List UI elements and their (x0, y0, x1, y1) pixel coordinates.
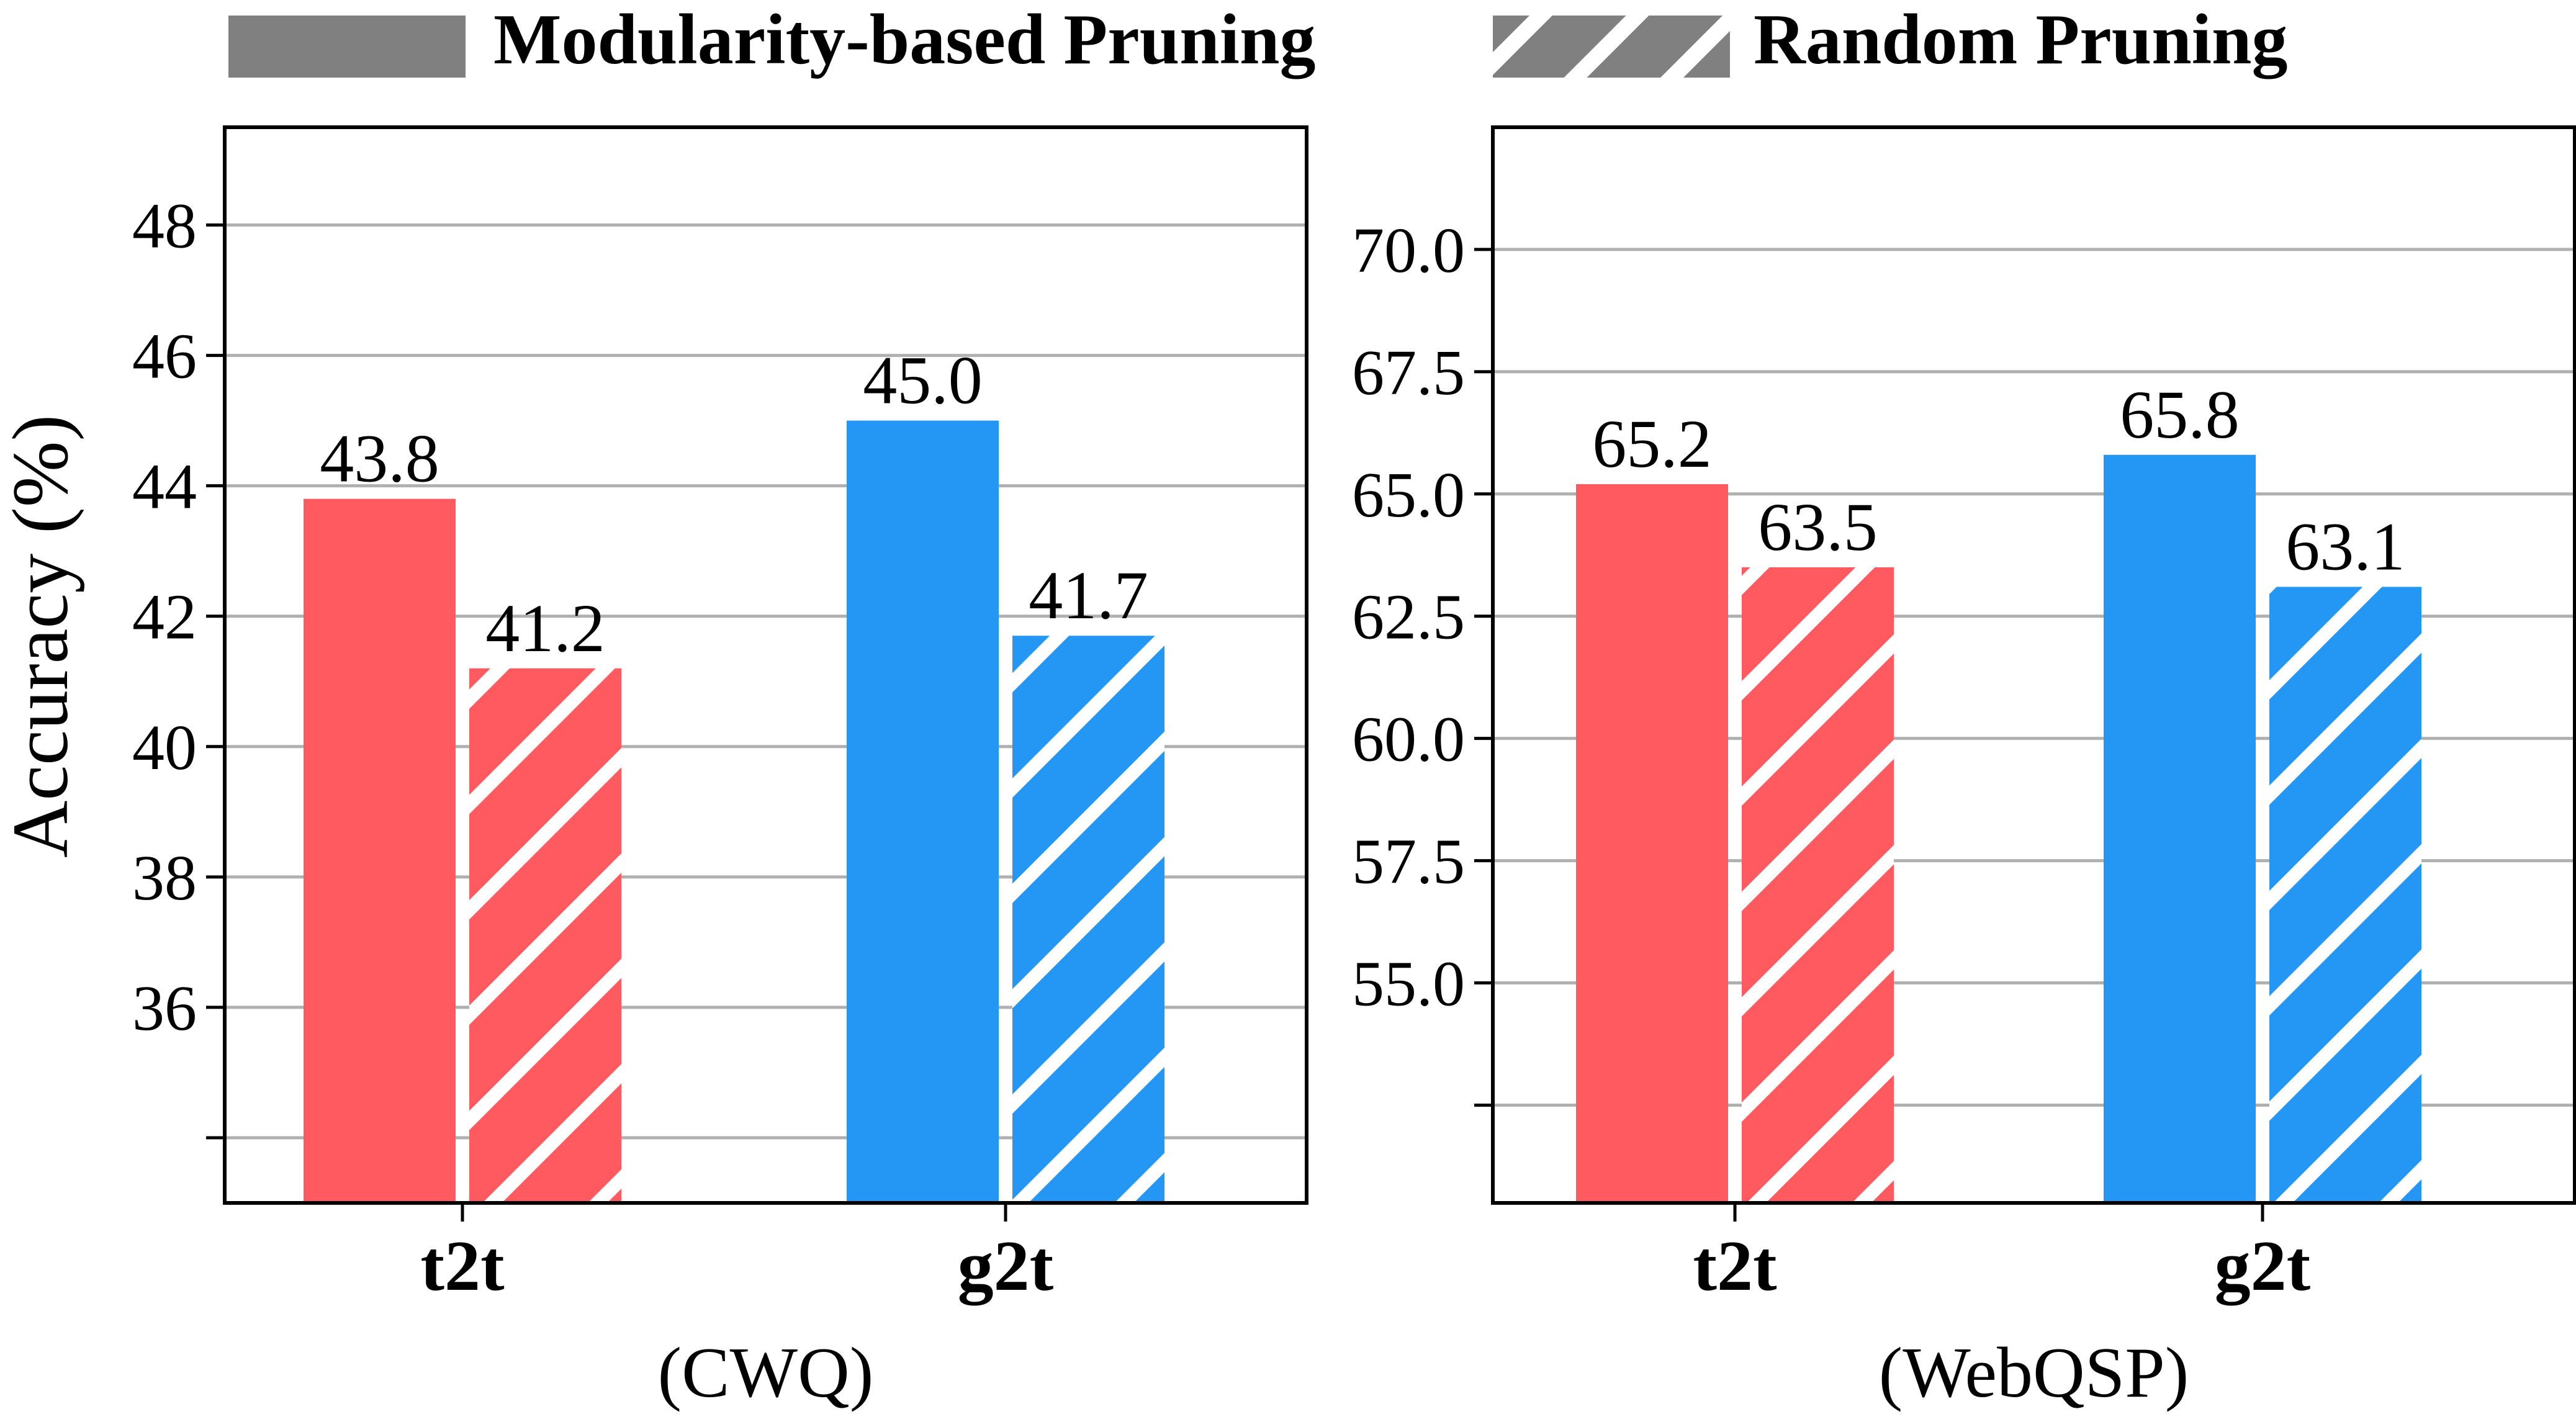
y-tick-label: 48 (132, 191, 197, 262)
y-tick-label: 57.5 (1352, 826, 1465, 898)
data-label: 45.0 (863, 343, 983, 418)
y-tick-label: 55.0 (1352, 948, 1465, 1020)
x-axis-label: (WebQSP) (1879, 1333, 2189, 1413)
y-tick-label: 42 (132, 582, 197, 653)
bar-g2t-random (1012, 636, 1164, 1203)
data-label: 41.7 (1029, 557, 1148, 633)
bar-t2t-modularity (1576, 484, 1728, 1203)
x-tick-label-g2t: g2t (958, 1227, 1054, 1306)
legend-label-hatched: Random Pruning (1754, 0, 2288, 79)
bar-t2t-random (1742, 567, 1894, 1203)
x-tick-label-t2t: t2t (420, 1227, 505, 1306)
y-tick-label: 62.5 (1352, 582, 1465, 653)
plot-frame (1491, 125, 2576, 1205)
y-tick-label: 67.5 (1352, 337, 1465, 408)
legend: Modularity-based Pruning Random Pruning (228, 0, 2288, 79)
chart-cwq: 36 38 40 42 44 46 48 43.8 41.2 t2t 45.0 41.7 g2t (CWQ… (132, 125, 1308, 1413)
bar-t2t-modularity (304, 498, 456, 1203)
y-tick-label: 44 (132, 451, 197, 523)
y-tick-label: 36 (132, 973, 197, 1044)
y-axis-label: Accuracy (%) (0, 415, 84, 858)
bar-g2t-modularity (2104, 454, 2256, 1203)
data-label: 65.2 (1592, 406, 1712, 482)
data-label: 65.8 (2120, 377, 2240, 452)
bar-g2t-modularity (847, 420, 999, 1203)
data-label: 63.5 (1758, 489, 1878, 565)
chart-webqsp: 55.0 57.5 60.0 62.5 65.0 67.5 70.0 65.2 63.5 t2t 6… (1352, 125, 2576, 1413)
x-tick-label-t2t: t2t (1693, 1227, 1777, 1306)
bar-g2t-random (2269, 587, 2421, 1203)
plot-frame (223, 125, 1308, 1205)
data-label: 41.2 (485, 590, 605, 666)
legend-swatch-hatched (1493, 16, 1730, 78)
data-label: 43.8 (320, 421, 439, 497)
x-axis-label: (CWQ) (658, 1333, 874, 1413)
bar-t2t-random (469, 668, 621, 1203)
legend-swatch-solid (228, 16, 466, 78)
y-tick-label: 46 (132, 321, 197, 392)
y-tick-label: 65.0 (1352, 459, 1465, 531)
y-tick-label: 60.0 (1352, 704, 1465, 775)
legend-label-solid: Modularity-based Pruning (493, 0, 1315, 79)
x-tick-label-g2t: g2t (2215, 1227, 2311, 1306)
y-tick-label: 38 (132, 842, 197, 914)
y-tick-label: 70.0 (1352, 215, 1465, 286)
y-tick-label: 40 (132, 712, 197, 783)
data-label: 63.1 (2286, 508, 2405, 584)
